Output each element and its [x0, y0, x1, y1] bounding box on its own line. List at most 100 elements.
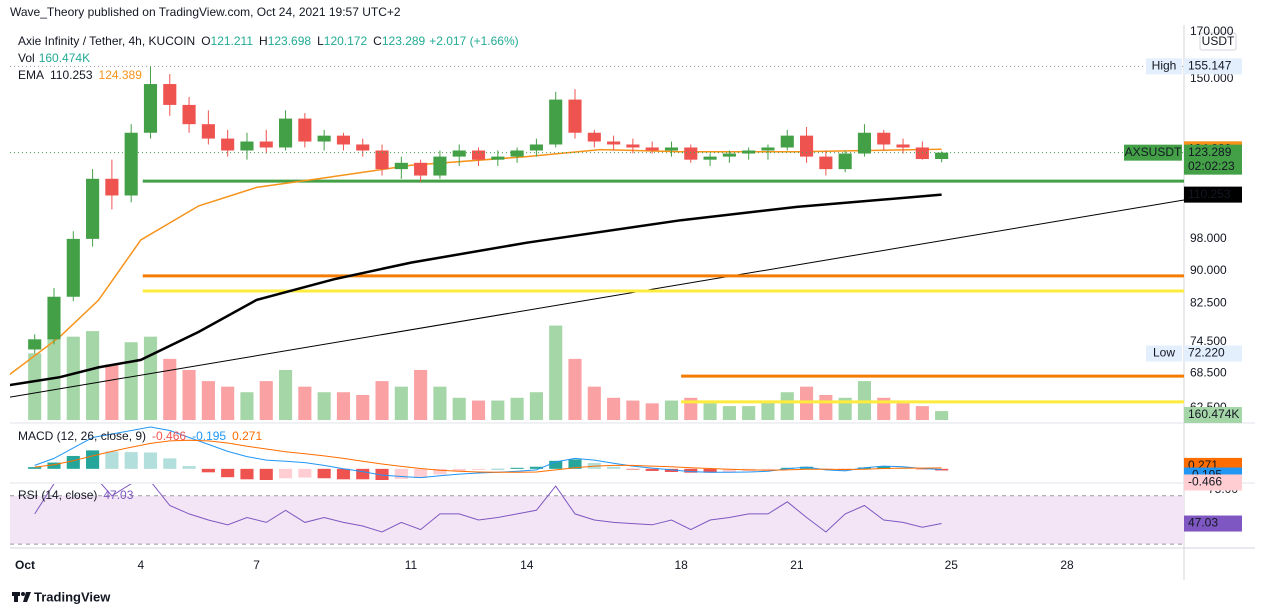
candle-body: [201, 124, 215, 139]
macd-histogram-bar: [529, 466, 543, 469]
volume-bar: [143, 336, 158, 420]
logo: [12, 592, 31, 602]
low-label: Low: [1153, 346, 1175, 360]
candle-body: [510, 150, 524, 157]
candle-body: [896, 144, 910, 148]
candle-body: [298, 118, 312, 142]
volume-bar: [105, 364, 119, 420]
macd-histogram-bar: [28, 467, 42, 469]
candle-body: [259, 141, 273, 148]
macd-histogram-bar: [877, 466, 891, 469]
volume-bar: [240, 392, 254, 420]
candle-body: [105, 178, 119, 196]
candle-body: [221, 138, 235, 151]
low-tag-bg: [1184, 345, 1242, 362]
legend-item: MACD (12, 26, close, 9): [18, 429, 146, 443]
rsi-tag: 47.03: [1188, 516, 1218, 530]
volume-bar: [664, 400, 679, 420]
volume-bar: [877, 397, 891, 420]
ticker: AXSUSDT: [1125, 145, 1182, 159]
price-tag: 123.289: [1188, 145, 1232, 159]
volume-bar: [722, 406, 736, 420]
legend-item: 124.389: [99, 68, 143, 82]
rsi-tag-bg: [1184, 515, 1242, 532]
candle-body: [336, 135, 351, 145]
volume-bar: [761, 400, 775, 420]
hist-tag-bg: [1184, 474, 1242, 491]
volume-bar: [703, 403, 717, 420]
legend-item: 47.03: [103, 488, 133, 502]
countdown: 02:02:23: [1188, 159, 1235, 173]
volume-bar: [28, 353, 42, 420]
macd-histogram-bar: [394, 468, 408, 479]
y-tick-label: 170.000: [1190, 24, 1234, 38]
macd-histogram-bar: [761, 468, 775, 470]
legend-item: EMA: [18, 68, 44, 82]
volume-tag-bg: [1184, 407, 1242, 423]
macd-histogram-bar: [568, 459, 582, 469]
ema-slow-tag: 110.253: [1188, 187, 1231, 201]
high-tag: 155.147: [1188, 59, 1232, 73]
legend: Axie Infinity / Tether, 4h, KUCOIN O121.2…: [18, 34, 519, 48]
macd-histogram-bar: [684, 468, 698, 473]
ema-slow-tag-bg: [1184, 186, 1242, 203]
high-label: High: [1152, 59, 1177, 73]
candle-body: [240, 141, 254, 151]
candle-body: [182, 104, 196, 125]
macd-histogram-bar: [356, 468, 370, 480]
volume-bar: [607, 397, 621, 420]
macd-histogram-bar: [375, 468, 389, 480]
macd-histogram-bar: [259, 468, 273, 480]
macd-histogram-bar: [549, 460, 563, 469]
volume-tag: 160.474K: [1188, 407, 1239, 421]
candle-body: [857, 132, 872, 154]
currency: USDT: [1202, 34, 1235, 48]
candle-body: [877, 132, 891, 145]
legend-item: RSI (14, close): [18, 488, 97, 502]
macd-histogram-bar: [66, 455, 80, 469]
candle-body: [491, 156, 505, 160]
price-pane: [10, 66, 1184, 420]
x-tick-label: 14: [520, 558, 534, 572]
y-tick-label: 150.000: [1190, 71, 1234, 85]
legend-item: 123.698: [268, 34, 312, 48]
macd-histogram-bar: [414, 468, 428, 478]
macd-histogram-bar: [433, 468, 447, 475]
macd-histogram-bar: [722, 468, 736, 472]
candle-body: [799, 135, 814, 157]
candle-body: [819, 156, 833, 170]
volume-bar: [819, 395, 833, 420]
rsi-pane: [10, 484, 1184, 545]
candle-body: [703, 156, 717, 160]
candle-body: [47, 296, 61, 340]
volume-bar: [317, 392, 331, 420]
macd-histogram-bar: [336, 468, 351, 480]
macd-histogram-bar: [645, 468, 659, 471]
volume-bar: [298, 386, 312, 420]
x-tick-label: 7: [253, 558, 260, 572]
legend: MACD (12, 26, close, 9) -0.466 -0.195 0.271: [18, 429, 262, 443]
volume-bar: [587, 386, 601, 420]
price-tag-bg: [1184, 144, 1242, 175]
volume-bar: [645, 403, 659, 420]
volume-bar: [626, 400, 640, 420]
legend: RSI (14, close) 47.03: [18, 488, 134, 502]
candle-body: [549, 99, 563, 145]
candle-body: [86, 178, 100, 239]
volume-bar: [935, 411, 949, 420]
macd-histogram-bar: [607, 466, 621, 469]
candle-body: [761, 147, 775, 151]
volume-bar: [124, 342, 138, 420]
candle-body: [163, 84, 177, 105]
candle-body: [838, 153, 852, 170]
legend-item: -0.466: [152, 429, 186, 443]
macd-histogram-bar: [86, 450, 100, 469]
legend: EMA 110.253 124.389: [18, 68, 142, 82]
volume-bar: [780, 392, 794, 420]
macd-histogram-bar: [278, 468, 293, 479]
candle-body: [356, 144, 370, 151]
y-tick-label: 98.000: [1190, 231, 1227, 245]
volume-bar: [838, 397, 852, 420]
macd-histogram-bar: [491, 468, 505, 470]
